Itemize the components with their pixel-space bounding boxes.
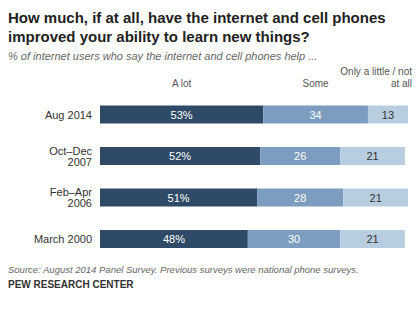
svg-text:Aug 2014: Aug 2014 — [45, 109, 92, 121]
svg-text:53%: 53% — [171, 109, 193, 121]
html-text:Source: August 2014 Panel Surv: Source: August 2014 Panel Survey. Previo… — [8, 264, 359, 275]
svg-text:13: 13 — [382, 109, 394, 121]
svg-text:March 2000: March 2000 — [34, 233, 92, 245]
html-text:A lot: A lot — [171, 78, 192, 89]
svg-text:30: 30 — [288, 233, 300, 245]
html-text:Some: Some — [302, 78, 329, 89]
svg-text:52%: 52% — [169, 150, 191, 162]
html-text:How much, if at all, have the: How much, if at all, have the internet a… — [8, 9, 386, 45]
svg-text:28: 28 — [294, 192, 306, 204]
svg-text:48%: 48% — [163, 233, 185, 245]
svg-text:Feb–Apr2006: Feb–Apr2006 — [50, 186, 93, 209]
svg-text:34: 34 — [309, 109, 321, 121]
svg-text:21: 21 — [366, 150, 378, 162]
svg-text:Oct–Dec2007: Oct–Dec2007 — [49, 145, 92, 168]
html-text:PEW RESEARCH CENTER: PEW RESEARCH CENTER — [8, 279, 134, 290]
svg-text:21: 21 — [370, 192, 382, 204]
html-text:% of internet users who say th: % of internet users who say the internet… — [8, 50, 318, 62]
svg-text:21: 21 — [366, 233, 378, 245]
html-text:Only a little / not at all: Only a little / not at all — [340, 66, 412, 89]
svg-text:26: 26 — [294, 150, 306, 162]
svg-text:51%: 51% — [168, 192, 190, 204]
